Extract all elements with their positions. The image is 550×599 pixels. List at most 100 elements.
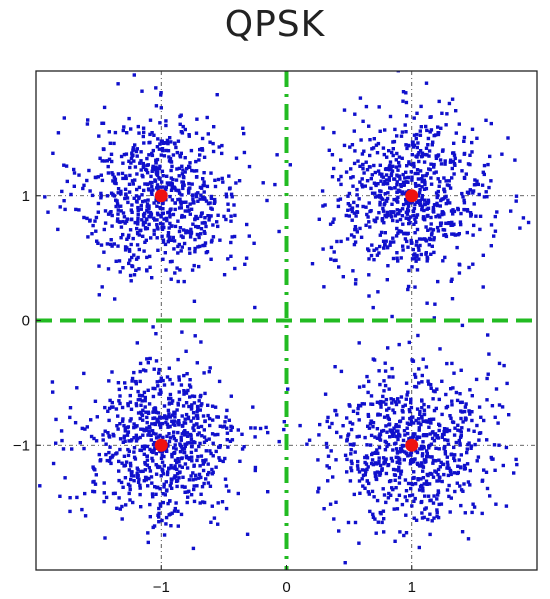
received-symbol	[123, 427, 127, 431]
received-symbol	[434, 170, 438, 174]
received-symbol	[210, 467, 214, 472]
received-symbol	[372, 258, 376, 262]
received-symbol	[205, 184, 210, 189]
received-symbol	[128, 273, 133, 278]
received-symbol	[165, 434, 169, 438]
received-symbol	[188, 202, 192, 206]
received-symbol	[172, 430, 176, 434]
received-symbol	[205, 115, 209, 120]
received-symbol	[237, 179, 242, 183]
received-symbol	[426, 228, 430, 232]
received-symbol	[234, 156, 239, 160]
received-symbol	[450, 399, 454, 403]
received-symbol	[170, 486, 174, 490]
received-symbol	[377, 369, 381, 373]
received-symbol	[432, 236, 436, 240]
received-symbol	[51, 461, 56, 466]
received-symbol	[378, 172, 382, 176]
received-symbol	[198, 408, 202, 412]
received-symbol	[415, 254, 419, 258]
received-symbol	[82, 446, 86, 451]
received-symbol	[188, 441, 192, 445]
received-symbol	[142, 445, 146, 449]
received-symbol	[368, 209, 372, 214]
received-symbol	[119, 204, 123, 208]
received-symbol	[432, 203, 437, 207]
received-symbol	[187, 247, 192, 251]
received-symbol	[401, 90, 406, 94]
received-symbol	[432, 238, 436, 242]
received-symbol	[148, 254, 152, 259]
received-symbol	[384, 198, 388, 203]
received-symbol	[371, 146, 376, 150]
received-symbol	[177, 470, 182, 475]
received-symbol	[202, 440, 207, 444]
received-symbol	[186, 189, 191, 193]
received-symbol	[184, 391, 189, 395]
received-symbol	[436, 229, 441, 233]
received-symbol	[385, 278, 389, 282]
received-symbol	[130, 151, 134, 155]
received-symbol	[177, 229, 182, 234]
received-symbol	[165, 174, 169, 178]
received-symbol	[96, 175, 100, 179]
received-symbol	[327, 425, 332, 429]
received-symbol	[137, 185, 142, 190]
received-symbol	[330, 175, 335, 179]
received-symbol	[111, 453, 115, 458]
received-symbol	[359, 138, 363, 142]
received-symbol	[318, 422, 322, 427]
received-symbol	[210, 432, 215, 436]
received-symbol	[224, 484, 229, 488]
received-symbol	[172, 451, 176, 455]
received-symbol	[404, 489, 409, 493]
received-symbol	[376, 412, 380, 416]
received-symbol	[144, 227, 148, 231]
received-symbol	[158, 142, 162, 146]
received-symbol	[117, 469, 121, 473]
received-symbol	[142, 164, 146, 168]
received-symbol	[130, 179, 135, 183]
received-symbol	[152, 440, 157, 445]
received-symbol	[168, 484, 172, 488]
received-symbol	[210, 238, 214, 243]
received-symbol	[479, 415, 483, 419]
received-symbol	[415, 407, 420, 411]
received-symbol	[130, 255, 134, 260]
received-symbol	[173, 443, 177, 447]
received-symbol	[168, 377, 172, 382]
received-symbol	[451, 160, 456, 164]
received-symbol	[183, 127, 187, 132]
received-symbol	[166, 210, 170, 215]
received-symbol	[371, 305, 375, 310]
received-symbol	[395, 180, 399, 184]
received-symbol	[173, 142, 177, 146]
received-symbol	[241, 126, 245, 130]
received-symbol	[363, 460, 367, 465]
received-symbol	[83, 427, 87, 431]
received-symbol	[407, 160, 411, 164]
received-symbol	[404, 451, 409, 455]
received-symbol	[416, 417, 421, 421]
received-symbol	[460, 410, 464, 414]
received-symbol	[196, 454, 200, 459]
received-symbol	[113, 297, 117, 301]
received-symbol	[252, 241, 256, 245]
received-symbol	[197, 431, 201, 435]
received-symbol	[317, 217, 321, 221]
received-symbol	[356, 406, 360, 411]
received-symbol	[128, 165, 132, 170]
received-symbol	[457, 232, 461, 236]
received-symbol	[116, 217, 120, 221]
received-symbol	[135, 154, 139, 158]
received-symbol	[355, 204, 360, 208]
received-symbol	[134, 194, 139, 198]
received-symbol	[149, 438, 153, 442]
received-symbol	[209, 196, 214, 201]
received-symbol	[382, 389, 386, 393]
received-symbol	[367, 426, 372, 430]
received-symbol	[450, 361, 454, 366]
received-symbol	[421, 433, 426, 438]
received-symbol	[89, 434, 94, 439]
